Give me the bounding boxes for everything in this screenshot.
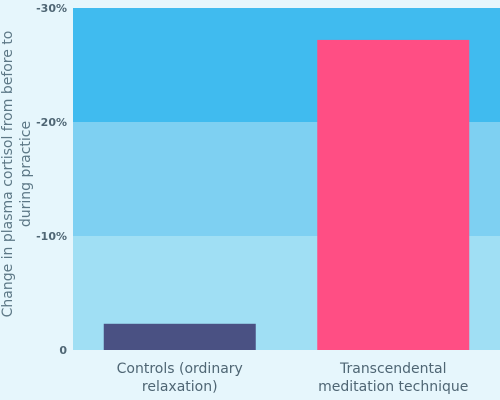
y-tick-label-0: -30% [36,2,67,15]
y-tick-label-1: -20% [36,116,67,129]
y-axis-title: Change in plasma cortisol from before to… [0,31,34,318]
bars [103,39,470,351]
y-axis-title-line-0: Change in plasma cortisol from before to [0,31,16,318]
y-tick-label-2: -10% [36,230,67,243]
bar-1 [317,39,470,351]
category-label-1-line-0: Transcendental [339,361,447,377]
y-axis-ticks: -30% -20% -10% 0 [36,2,67,357]
x-axis-category-labels: Controls (ordinary relaxation) Transcenden… [117,361,469,395]
category-label-1-line-1: meditation technique [318,379,468,395]
category-label-0-line-0: Controls (ordinary [117,361,243,377]
y-tick-label-3: 0 [59,344,67,357]
category-label-0-line-1: relaxation) [142,379,218,395]
bar-0 [103,323,256,350]
y-axis-title-line-1: during practice [18,121,34,227]
